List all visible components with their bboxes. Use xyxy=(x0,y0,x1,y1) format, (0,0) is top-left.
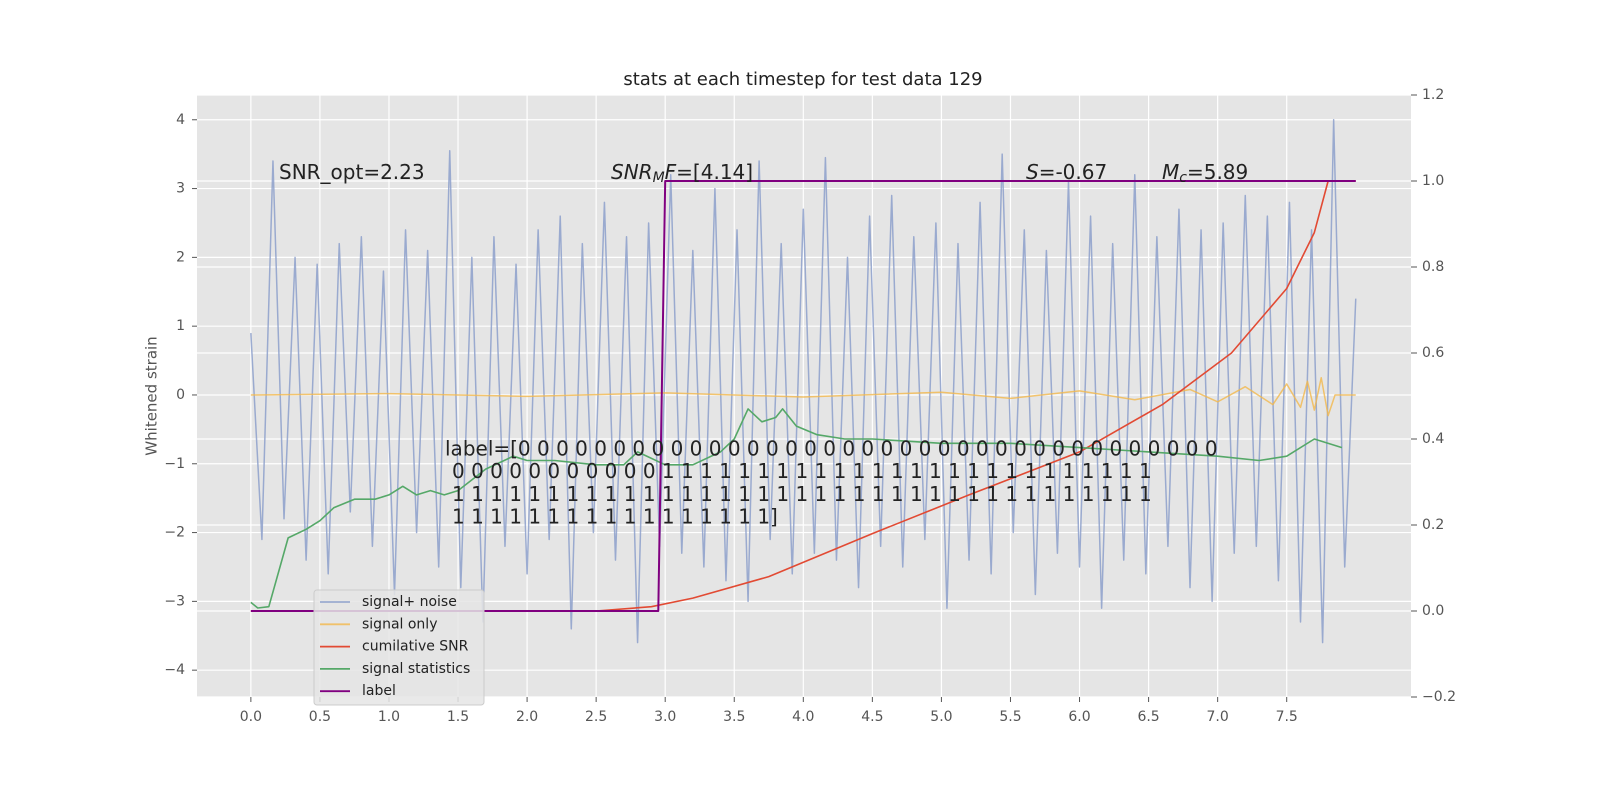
y-tick-label: −2 xyxy=(164,525,185,541)
annotations: SNR_opt=2.23 SNRMF=[4.14] S=-0.67 Mc=5.89la… xyxy=(279,160,1248,529)
y2-tick-label: 0.4 xyxy=(1422,431,1444,447)
annotation-part: M xyxy=(653,170,665,186)
y2-tick-label: −0.2 xyxy=(1422,689,1456,705)
axes: 0.0 0.5 1.0 1.5 2.0 2.5 3.0 3.5 4.0 4.5 5.0 5.5 6.0 6… xyxy=(164,87,1456,725)
annotation-part: =-0.67 xyxy=(1039,160,1108,184)
y2-tick-label: 0.0 xyxy=(1422,603,1444,619)
x-tick-label: 2.5 xyxy=(585,709,607,725)
legend-label: label xyxy=(362,683,396,699)
label-text: 1 1 1 1 1 1 1 1 1 1 1 1 1 1 1 1 1 1 1 1 … xyxy=(452,482,1152,506)
label-text: label=[0 0 0 0 0 0 0 0 0 0 0 0 0 0 0 0 0… xyxy=(445,437,1218,461)
annotation-part: F xyxy=(665,160,677,184)
y-tick-label: 4 xyxy=(176,112,185,128)
y2-tick-label: 0.8 xyxy=(1422,259,1444,275)
label-text: 0 0 0 0 0 0 0 0 0 0 0 1 1 1 1 1 1 1 1 1 … xyxy=(452,459,1152,483)
x-tick-label: 6.5 xyxy=(1137,709,1159,725)
annotation-part: c xyxy=(1179,170,1187,186)
chart-title: stats at each timestep for test data 129 xyxy=(623,69,982,90)
legend: signal+ noise signal only cumilative SNR si… xyxy=(313,589,485,706)
x-tick-label: 5.5 xyxy=(999,709,1021,725)
legend-label: signal statistics xyxy=(362,661,470,677)
y-tick-label: −1 xyxy=(164,456,185,472)
y-tick-label: 2 xyxy=(176,249,185,265)
y2-tick-label: 0.6 xyxy=(1422,345,1444,361)
legend-label: signal only xyxy=(362,616,437,632)
y-tick-label: 3 xyxy=(176,181,185,197)
series-line xyxy=(250,377,1356,417)
y-tick-label: −4 xyxy=(164,662,185,678)
series-line xyxy=(250,119,1357,644)
y2-tick-label: 0.2 xyxy=(1422,517,1444,533)
annotation-part: SNR xyxy=(611,160,653,184)
y-axis-label: Whitened strain xyxy=(143,336,161,455)
annotation-part: M xyxy=(1162,160,1179,184)
annotation-part: S xyxy=(1026,160,1039,184)
x-tick-label: 3.0 xyxy=(654,709,676,725)
x-tick-label: 7.5 xyxy=(1276,709,1298,725)
annotation: SNRMF=[4.14] xyxy=(611,160,753,187)
x-tick-label: 7.0 xyxy=(1207,709,1229,725)
y2-tick-label: 1.0 xyxy=(1422,173,1444,189)
x-tick-label: 6.0 xyxy=(1068,709,1090,725)
x-tick-label: 0.5 xyxy=(309,709,331,725)
x-tick-label: 2.0 xyxy=(516,709,538,725)
annotation-part: =[4.14] xyxy=(676,160,753,184)
x-tick-label: 1.0 xyxy=(378,709,400,725)
legend-box xyxy=(313,589,485,706)
annotation-part: SNR_opt=2.23 xyxy=(279,160,425,184)
y-tick-label: 1 xyxy=(176,318,185,334)
annotation: S=-0.67 xyxy=(1026,160,1107,184)
series-line xyxy=(250,408,1343,609)
x-tick-label: 3.5 xyxy=(723,709,745,725)
y-tick-label: 0 xyxy=(176,387,185,403)
y-tick-label: −3 xyxy=(164,593,185,609)
x-tick-label: 4.5 xyxy=(861,709,883,725)
x-tick-label: 1.5 xyxy=(447,709,469,725)
annotation: Mc=5.89 xyxy=(1162,160,1248,187)
x-tick-label: 4.0 xyxy=(792,709,814,725)
legend-label: cumilative SNR xyxy=(362,639,469,655)
x-tick-label: 5.0 xyxy=(930,709,952,725)
label-text: 1 1 1 1 1 1 1 1 1 1 1 1 1 1 1 1 1] xyxy=(452,505,778,529)
annotation-part: =5.89 xyxy=(1187,160,1248,184)
y2-tick-label: 1.2 xyxy=(1422,87,1444,103)
legend-label: signal+ noise xyxy=(362,594,457,610)
x-tick-label: 0.0 xyxy=(240,709,262,725)
annotation: SNR_opt=2.23 xyxy=(279,160,425,184)
